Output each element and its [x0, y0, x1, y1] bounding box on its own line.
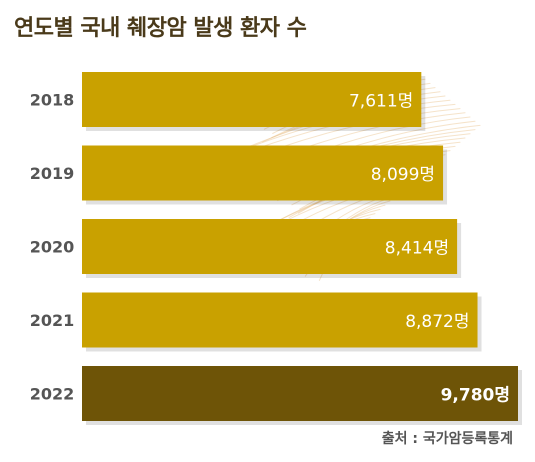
source-note: 출처 : 국가암등록통계: [381, 431, 513, 447]
value-label: 7,611명: [349, 92, 413, 112]
value-label: 9,780명: [441, 386, 510, 406]
value-label: 8,099명: [371, 165, 435, 185]
bar: [82, 72, 422, 127]
bar: [82, 145, 444, 201]
category-label: 2019: [30, 164, 75, 183]
category-label: 2018: [30, 91, 75, 110]
value-label: 8,872명: [405, 312, 469, 332]
bar: [82, 292, 478, 348]
category-label: 2022: [30, 385, 75, 404]
category-label: 2021: [30, 311, 75, 330]
category-label: 2020: [30, 238, 75, 257]
bar: [82, 366, 518, 421]
value-label: 8,414명: [385, 239, 449, 259]
bar: [82, 219, 458, 274]
chart-title: 연도별 국내 췌장암 발생 환자 수: [14, 16, 307, 41]
